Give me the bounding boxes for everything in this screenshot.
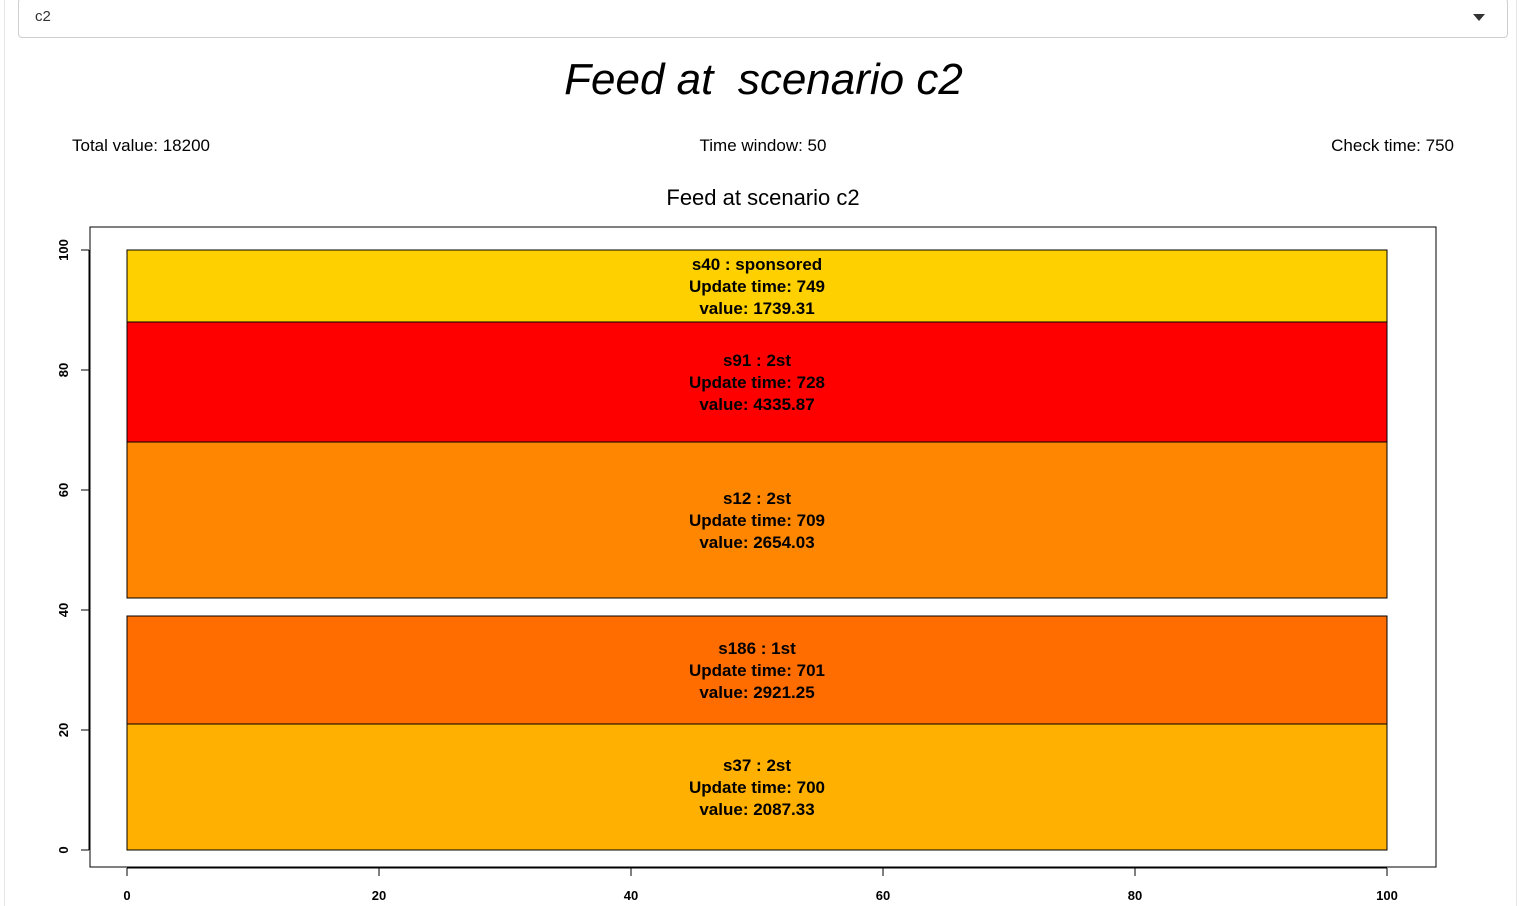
chart-title: Feed at scenario c2 [666, 185, 859, 210]
x-tick-label: 80 [1128, 888, 1142, 903]
time-window-stat: Time window: 50 [699, 136, 827, 155]
feed-rect-label: s186 : 1st [718, 639, 796, 658]
y-tick-label: 60 [56, 483, 71, 497]
axes-layer: 0 20 40 60 80 100 0 20 40 60 80 100 [56, 239, 1398, 903]
feed-rect-3: s91 : 2st Update time: 728 value: 4335.87 [126, 321, 1388, 443]
x-tick-label: 100 [1376, 888, 1398, 903]
feed-rect-label: value: 2087.33 [699, 800, 814, 819]
feed-rect-2: s12 : 2st Update time: 709 value: 2654.03 [126, 441, 1388, 599]
page-frame [4, 0, 1517, 906]
feed-rect-label: value: 2654.03 [699, 533, 814, 552]
feed-rect-label: s40 : sponsored [692, 255, 822, 274]
y-tick-label: 40 [56, 603, 71, 617]
page-title: Feed at scenario c2 [564, 55, 963, 104]
total-value-stat: Total value: 18200 [72, 136, 210, 155]
feed-rect-0: s37 : 2st Update time: 700 value: 2087.33 [126, 723, 1388, 851]
y-tick-label: 80 [56, 363, 71, 377]
feed-rect-box [126, 321, 1388, 443]
feed-rect-label: s37 : 2st [723, 756, 791, 775]
y-tick-label: 100 [56, 239, 71, 261]
x-tick-label: 40 [624, 888, 638, 903]
chevron-down-icon[interactable] [1473, 14, 1485, 21]
x-tick-label: 60 [876, 888, 890, 903]
y-tick-label: 0 [56, 846, 71, 853]
feed-rect-label: Update time: 709 [689, 511, 825, 530]
scenario-select-value: c2 [35, 8, 51, 25]
scenario-select[interactable]: c2 [18, 0, 1508, 38]
y-tick-label: 20 [56, 723, 71, 737]
feed-rect-label: s12 : 2st [723, 489, 791, 508]
feed-rect-4: s40 : sponsored Update time: 749 value: 17… [126, 249, 1388, 323]
feed-rect-label: value: 1739.31 [699, 299, 814, 318]
feed-rect-box [126, 441, 1388, 599]
feed-rect-label: value: 4335.87 [699, 395, 814, 414]
feed-rect-1: s186 : 1st Update time: 701 value: 2921.25 [126, 615, 1388, 725]
x-tick-label: 0 [123, 888, 130, 903]
x-tick-label: 20 [372, 888, 386, 903]
feed-rect-label: Update time: 749 [689, 277, 825, 296]
feed-rect-label: value: 2921.25 [699, 683, 814, 702]
feed-rect-box [126, 615, 1388, 725]
feed-rect-label: Update time: 701 [689, 661, 825, 680]
feed-rect-box [126, 249, 1388, 323]
plot-box [89, 226, 1437, 868]
feed-rect-label: Update time: 728 [689, 373, 825, 392]
check-time-stat: Check time: 750 [1331, 136, 1454, 155]
feed-rect-label: Update time: 700 [689, 778, 825, 797]
feed-rect-label: s91 : 2st [723, 351, 791, 370]
